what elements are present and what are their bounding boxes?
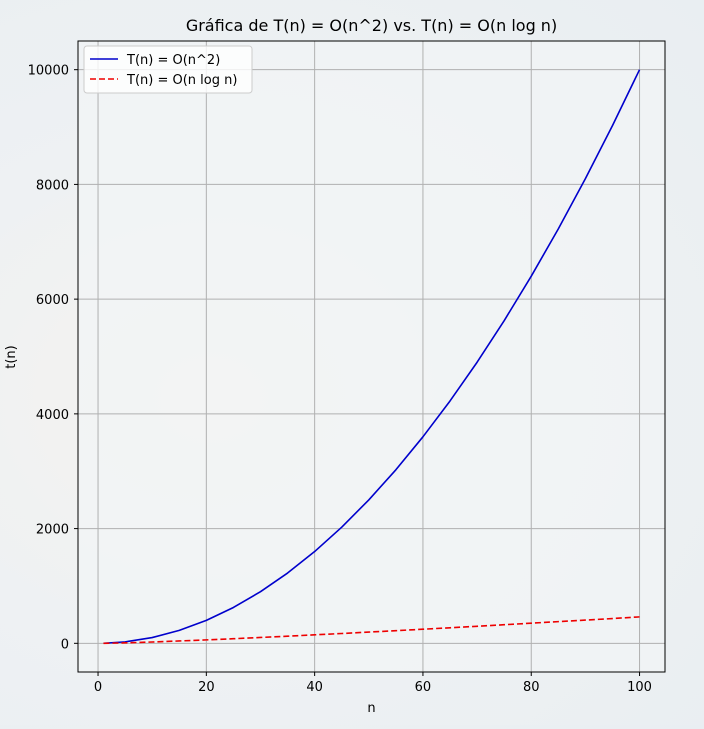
y-tick-label: 8000 (36, 178, 69, 193)
series-line-2 (103, 616, 640, 645)
y-tick-label: 2000 (36, 523, 69, 538)
legend-box (83, 45, 253, 94)
x-tick-label: 80 (523, 680, 540, 695)
x-axis-label: n (367, 701, 375, 716)
legend-label-1: T(n) = O(n^2) (126, 53, 220, 68)
legend: T(n) = O(n^2) T(n) = O(n log n) (83, 45, 253, 94)
chart-title: Gráfica de T(n) = O(n^2) vs. T(n) = O(n … (186, 16, 557, 35)
y-tick-label: 0 (61, 637, 69, 652)
plot-area (78, 41, 665, 672)
x-tick-label: 40 (306, 680, 323, 695)
plot-frame (77, 40, 666, 673)
x-tick-label: 20 (198, 680, 215, 695)
y-tick-label: 10000 (28, 64, 69, 79)
x-tick-label: 0 (94, 680, 102, 695)
axis-ticks: 0 20 40 60 80 100 0 2000 4000 6000 8000 10000 (28, 64, 652, 695)
y-tick-label: 4000 (36, 408, 69, 423)
y-tick-label: 6000 (36, 293, 69, 308)
legend-label-2: T(n) = O(n log n) (126, 73, 237, 88)
series-line-1 (103, 69, 641, 645)
x-tick-label: 100 (627, 680, 652, 695)
series-group (103, 69, 641, 645)
y-axis-label: t(n) (4, 345, 19, 368)
x-tick-label: 60 (415, 680, 432, 695)
